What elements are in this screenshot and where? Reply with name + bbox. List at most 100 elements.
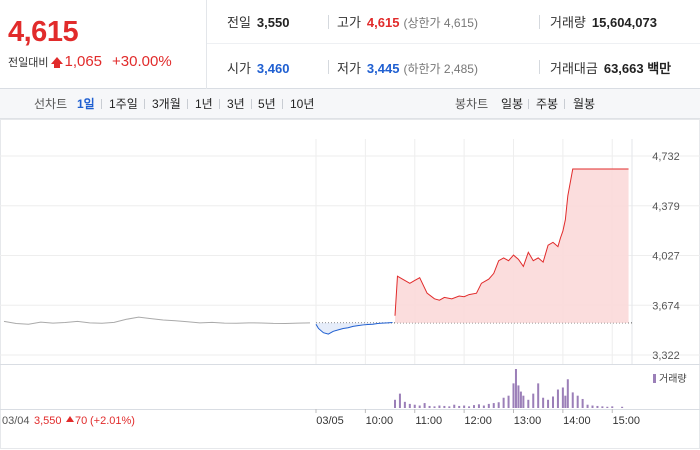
period-1week[interactable]: 1주일 [109,97,138,111]
volume-bar [403,401,406,408]
volume-bar [566,379,569,408]
divider [251,99,252,109]
divider [219,99,220,109]
volume-bar [621,406,624,408]
volume-bar [453,404,456,408]
volume-bar [398,393,401,408]
volume-bar [413,404,416,408]
volume-bar [527,399,530,408]
period-3year[interactable]: 3년 [227,97,245,111]
x-tick-label: 14:00 [563,415,591,427]
volume-bar [571,392,574,408]
volume-bar [596,405,599,408]
stat-value: 3,550 [256,15,290,30]
divider [539,60,540,74]
stat-turnover: 거래대금 63,663 백만 [550,58,671,77]
y-tick-label: 4,027 [652,251,680,263]
volume-bar [438,405,441,408]
change-row: 전일대비 1,065 +30.00% [8,53,172,70]
volume-bar [542,397,545,408]
stat-row-1: 전일 3,550 고가 4,615 (상한가 4,615) 거래량 15,604… [207,0,700,44]
period-10year[interactable]: 10년 [290,97,315,111]
down-line [315,322,393,335]
volume-bar [418,405,421,408]
volume-bar [458,405,461,408]
volume-bar [519,391,522,408]
x-tick-label: 11:00 [415,415,442,427]
period-monthly-candle[interactable]: 월봉 [573,97,596,111]
period-1day[interactable]: 1일 [77,97,95,111]
candle-chart-label: 봉차트 [455,97,489,111]
x-tick-label: 10:00 [366,415,394,427]
stat-value: 3,460 [256,60,290,76]
change-percent: +30.00% [112,53,172,70]
volume-bar [473,405,475,408]
change-label: 전일대비 [8,56,49,69]
change-value: 1,065 [64,53,103,70]
volume-bar [433,406,436,408]
stat-value: 3,445 [366,60,400,76]
volume-bar [532,393,535,408]
up-arrow-icon [51,57,64,68]
stat-value: 4,615 [366,15,400,30]
period-3month[interactable]: 3개월 [152,97,181,111]
volume-bar [606,406,609,408]
x-tick-label: 12:00 [464,415,492,427]
volume-bar [512,383,515,408]
prev-day-pct-label: (+2.01%) [90,415,135,427]
divider [539,14,540,29]
volume-bar [423,403,426,408]
x-tick-label: 15:00 [612,415,640,427]
stat-row-2: 시가 3,460 저가 3,445 (하한가 2,485) 거래대금 63,66… [207,45,700,89]
divider [144,99,145,109]
stat-label: 저가 [337,60,361,76]
volume-bar [428,405,431,408]
up-area [395,168,629,323]
stat-high: 고가 4,615 (상한가 4,615) [337,12,478,31]
divider [328,14,329,29]
volume-bar [497,402,500,408]
period-daily-candle[interactable]: 일봉 [501,97,524,111]
volume-bar [468,406,471,408]
price-summary: 4,615 전일대비 1,065 +30.00% 전일 3,550 고가 4,6… [0,0,700,89]
volume-bar [586,404,589,408]
volume-bar [576,395,579,408]
stat-open: 시가 3,460 [227,58,289,77]
y-tick-label: 4,379 [652,201,680,213]
divider [528,99,529,109]
prev-day-close-label: 3,550 [34,415,62,427]
volume-bar [564,395,567,408]
stat-label: 전일 [227,15,251,30]
divider [101,99,102,109]
period-weekly-candle[interactable]: 주봉 [536,97,559,111]
volume-legend-swatch [653,374,656,383]
period-1year[interactable]: 1년 [195,97,213,111]
volume-bar [492,403,495,408]
volume-bar [537,383,540,408]
y-tick-label: 3,674 [652,300,680,312]
volume-bar [482,405,485,408]
stat-volume: 거래량 15,604,073 [550,12,657,31]
stat-label: 거래대금 [550,60,598,76]
stat-label: 거래량 [550,15,586,30]
volume-bar [552,396,554,408]
volume-bar [561,387,564,408]
prev-day-line [3,316,311,325]
volume-bar [448,406,451,408]
period-5year[interactable]: 5년 [258,97,276,111]
up-line [394,168,629,316]
stat-sub: (상한가 4,615) [403,16,478,30]
divider [328,60,329,74]
stat-value: 63,663 백만 [603,60,672,76]
prev-day-date-label: 03/04 [2,415,30,427]
volume-bar [502,397,505,408]
stat-grid: 전일 3,550 고가 4,615 (상한가 4,615) 거래량 15,604… [207,0,700,89]
volume-legend: 거래량 [653,373,687,385]
current-price: 4,615 [8,16,79,48]
line-chart-label: 선차트 [34,97,68,111]
y-tick-label: 4,732 [652,151,680,163]
chart-toolbar: 선차트 1일 1주일 3개월 1년 3년 5년 10년 봉차트 일봉 주봉 월봉 [0,89,700,119]
volume-bar [581,398,584,408]
volume-bar [443,405,446,408]
intraday-chart: 4,732 4,379 4,027 3,674 3,322 03/04 3,550 70 (+… [0,119,700,449]
